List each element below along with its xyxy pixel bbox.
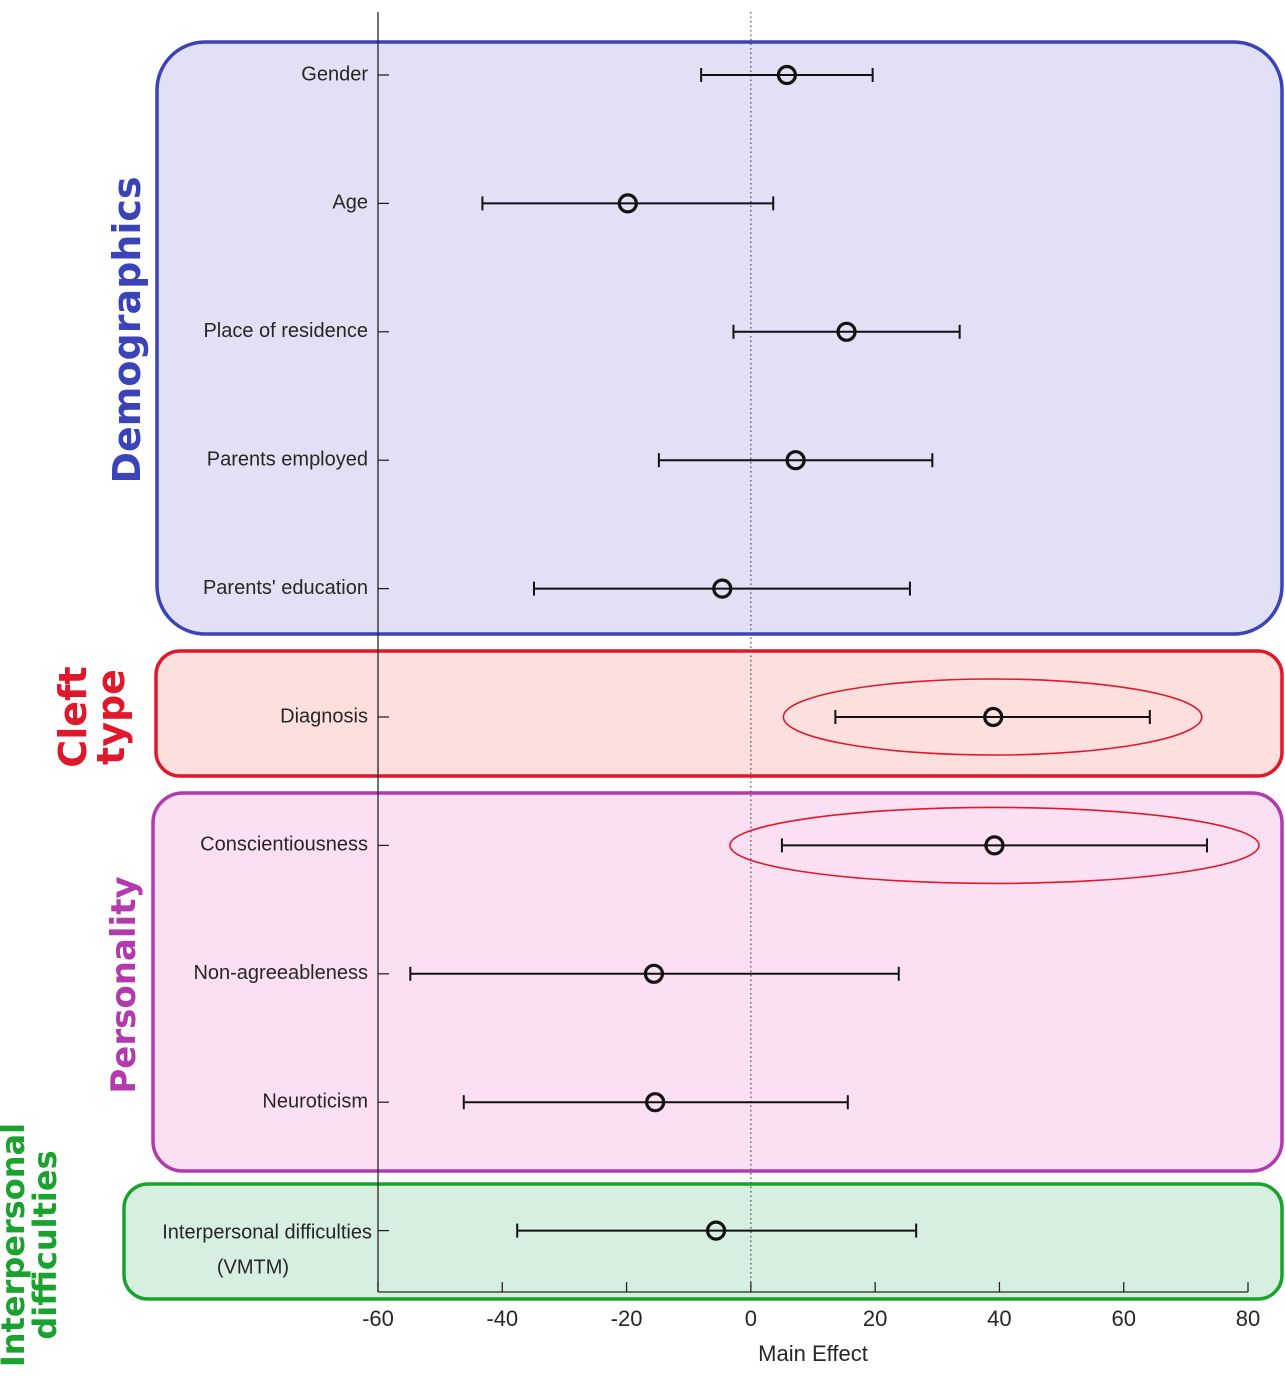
forest-row: Parents' education (203, 577, 911, 599)
group-box (151, 791, 1284, 1173)
forest-row: Diagnosis (280, 678, 1203, 756)
forest-row: Interpersonal difficulties (VMTM) (162, 1220, 918, 1279)
row-label: Neuroticism (262, 1090, 368, 1112)
point-estimate-marker (712, 578, 733, 599)
forest-row: Place of residence (203, 320, 961, 342)
point-estimate-marker (983, 706, 1004, 728)
row-label: Gender (301, 63, 368, 85)
x-axis-title: Main Effect (758, 1341, 868, 1366)
group-label: Demographics (105, 176, 149, 483)
row-label: Parents' education (203, 577, 368, 599)
group-label-line: Demographics (105, 176, 149, 483)
row-label-line: (VMTM) (217, 1257, 289, 1279)
x-tick-label: 60 (1111, 1306, 1135, 1331)
group-labels: Demographics Clefttype Personality Interper… (0, 176, 149, 1367)
x-tick-label: 80 (1236, 1306, 1260, 1331)
forest-row: Parents employed (207, 448, 934, 471)
group-box (155, 40, 1284, 636)
forest-row: Age (332, 192, 775, 214)
group-label: Clefttype (51, 666, 133, 767)
group-label-line: Interpersonal (0, 1123, 32, 1367)
group-label-line: type (89, 669, 133, 765)
forest-row: Non-agreeableness (193, 962, 900, 984)
point-estimate-marker (836, 321, 857, 342)
row-label: Non-agreeableness (193, 962, 368, 984)
point-estimate-marker (645, 1092, 666, 1113)
group-label-line: Personality (104, 876, 144, 1093)
group-box (154, 649, 1284, 778)
point-estimate-marker (984, 835, 1005, 856)
row-label: Interpersonal difficulties (VMTM) (162, 1222, 372, 1279)
row-label: Diagnosis (280, 705, 368, 727)
x-tick-label: -60 (362, 1306, 394, 1331)
x-tick-label: 20 (863, 1306, 887, 1331)
point-estimate-marker (776, 64, 798, 86)
row-label: Conscientiousness (200, 834, 368, 856)
forest-row: Gender (301, 63, 874, 86)
row-label-line: Interpersonal difficulties (162, 1222, 372, 1244)
x-tick-label: -20 (611, 1306, 643, 1331)
point-estimate-marker (617, 193, 638, 214)
forest-row: Conscientiousness (200, 806, 1260, 885)
group-label: Personality (104, 876, 144, 1093)
row-label: Age (332, 192, 368, 214)
highlight-ellipse (729, 806, 1260, 885)
forest-row: Neuroticism (262, 1090, 849, 1113)
highlight-ellipse (782, 678, 1203, 756)
point-estimate-marker (643, 963, 665, 984)
data-rows: Gender Age Place of residence Parents emplo… (162, 63, 1260, 1279)
row-label: Parents employed (207, 448, 368, 470)
group-box (122, 1182, 1284, 1301)
group-label-line: Cleft (51, 666, 95, 767)
row-label: Place of residence (203, 320, 368, 342)
group-label: Interpersonaldifficulties (0, 1123, 64, 1367)
x-tick-label: 0 (745, 1306, 757, 1331)
group-boxes (122, 40, 1284, 1301)
group-label-line: difficulties (26, 1150, 64, 1339)
point-estimate-marker (785, 450, 806, 471)
axes: -60 -40 -20 0 20 40 60 80 (362, 12, 1260, 1331)
x-tick-label: 40 (987, 1306, 1011, 1331)
x-tick-label: -40 (486, 1306, 518, 1331)
point-estimate-marker (705, 1220, 727, 1241)
